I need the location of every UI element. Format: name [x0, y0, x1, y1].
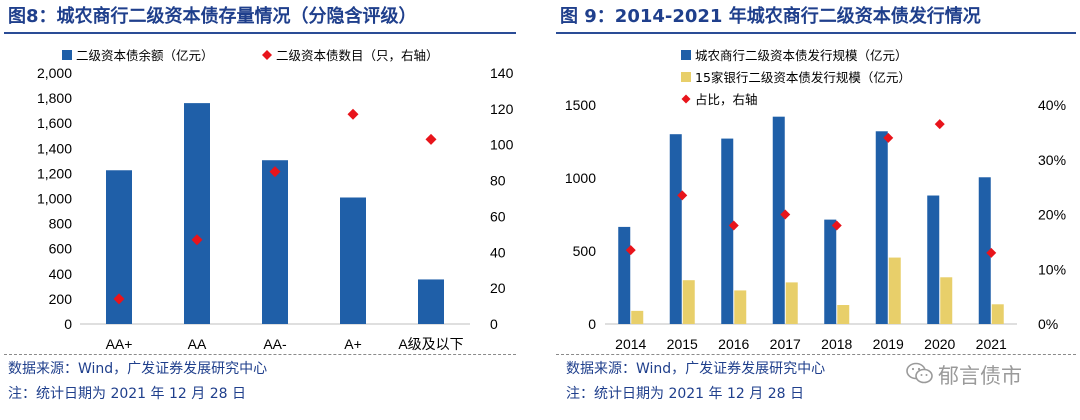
share-marker [986, 247, 997, 258]
city-rural-bank-bar [824, 219, 837, 324]
left-y-tick-label: 1,200 [37, 165, 72, 181]
left-y-tick-label: 400 [49, 266, 73, 282]
x-tick-label: 2020 [924, 336, 955, 352]
legend-label: 占比，右轴 [695, 92, 758, 107]
city-rural-bank-bar [927, 195, 940, 324]
x-tick-label: A级及以下 [398, 336, 463, 352]
fifteen-bank-bar [734, 290, 747, 324]
left-title-rule [4, 32, 516, 34]
balance-bar [340, 197, 366, 324]
legend-swatch-balance [62, 50, 72, 60]
count-marker [425, 133, 437, 145]
right-y-tick-label: 40% [1038, 97, 1066, 113]
left-y-tick-label: 600 [49, 241, 73, 257]
left-y-tick-label: 2,000 [37, 65, 72, 81]
x-tick-label: AA+ [106, 336, 133, 352]
x-tick-label: AA- [263, 336, 287, 352]
right-y-tick-label: 120 [490, 101, 514, 117]
share-marker [883, 132, 894, 143]
wechat-icon [906, 362, 933, 384]
x-tick-label: AA [188, 336, 207, 352]
left-y-tick-label: 1,400 [37, 140, 72, 156]
left-y-tick-label: 1,800 [37, 90, 72, 106]
legend-swatch-city-rural [681, 50, 691, 60]
right-y-tick-label: 60 [490, 208, 506, 224]
x-tick-label: 2021 [976, 336, 1007, 352]
left-y-tick-label: 200 [49, 291, 73, 307]
right-y-tick-label: 20% [1038, 207, 1066, 223]
city-rural-bank-bar [772, 116, 785, 325]
balance-bar [184, 103, 210, 325]
left-y-tick-label: 500 [573, 243, 597, 259]
city-rural-bank-bar [978, 177, 991, 324]
x-tick-label: 2019 [873, 336, 904, 352]
left-y-tick-label: 1500 [565, 97, 596, 113]
x-tick-label: 2016 [718, 336, 749, 352]
count-marker [347, 108, 359, 120]
right-y-tick-label: 0% [1038, 316, 1058, 332]
left-date-note: 注：统计日期为 2021 年 12 月 28 日 [8, 386, 246, 402]
left-y-tick-label: 1,000 [37, 191, 72, 207]
balance-bar [418, 279, 444, 324]
right-y-tick-label: 80 [490, 173, 506, 189]
x-tick-label: 2015 [667, 336, 698, 352]
left-source-note: 数据来源：Wind，广发证券发展研究中心 [8, 361, 268, 377]
fifteen-bank-bar [837, 305, 850, 324]
share-marker [625, 245, 636, 256]
right-y-tick-label: 100 [490, 137, 514, 153]
legend-label: 城农商行二级资本债发行规模（亿元） [695, 48, 908, 63]
city-rural-bank-bar [875, 131, 888, 324]
right-y-tick-label: 30% [1038, 152, 1066, 168]
x-tick-label: A+ [344, 336, 362, 352]
left-y-tick-label: 800 [49, 216, 73, 232]
share-marker [728, 220, 739, 231]
right-source-note: 数据来源：Wind，广发证券发展研究中心 [566, 361, 826, 377]
x-tick-label: 2014 [615, 336, 646, 352]
legend-marker-share [681, 94, 691, 104]
fifteen-bank-bar [991, 304, 1004, 324]
x-tick-label: 2017 [770, 336, 801, 352]
right-title-rule [556, 32, 1076, 34]
left-footer-divider [4, 354, 516, 355]
fifteen-bank-bar [682, 280, 695, 324]
right-y-tick-label: 0 [490, 316, 498, 332]
right-y-tick-label: 20 [490, 280, 506, 296]
count-marker [269, 166, 281, 178]
legend-label: 15家银行二级资本债发行规模（亿元） [695, 70, 911, 85]
share-marker [831, 220, 842, 231]
fifteen-bank-bar [888, 257, 901, 324]
left-chart-title: 图8：城农商行二级资本债存量情况（分隐含评级） [8, 6, 417, 27]
x-tick-label: 2018 [821, 336, 852, 352]
right-y-tick-label: 40 [490, 244, 506, 260]
right-footer-divider [556, 354, 1076, 355]
fifteen-bank-bar [785, 282, 798, 324]
share-marker [780, 209, 791, 220]
legend-swatch-fifteen-bank [681, 72, 691, 82]
count-marker [191, 234, 203, 246]
right-chart-title: 图 9：2014-2021 年城农商行二级资本债发行情况 [560, 6, 981, 27]
right-y-tick-label: 10% [1038, 261, 1066, 277]
city-rural-bank-bar [669, 134, 682, 324]
count-marker [113, 293, 125, 305]
left-y-tick-label: 0 [64, 316, 72, 332]
fifteen-bank-bar [631, 310, 644, 324]
left-y-tick-label: 1000 [565, 170, 596, 186]
legend-marker-count [262, 50, 272, 60]
left-y-tick-label: 1,600 [37, 115, 72, 131]
legend-label: 二级资本债余额（亿元） [76, 48, 214, 63]
share-marker [677, 190, 688, 201]
watermark: 郁言债市 [938, 364, 1022, 388]
right-date-note: 注：统计日期为 2021 年 12 月 28 日 [566, 386, 804, 402]
legend-label: 二级资本债数目（只，右轴） [276, 48, 439, 63]
city-rural-bank-bar [721, 138, 734, 324]
share-marker [934, 119, 945, 130]
city-rural-bank-bar [618, 226, 631, 324]
right-y-tick-label: 140 [490, 65, 514, 81]
left-y-tick-label: 0 [588, 316, 596, 332]
balance-bar [262, 160, 288, 324]
fifteen-bank-bar [940, 277, 953, 324]
